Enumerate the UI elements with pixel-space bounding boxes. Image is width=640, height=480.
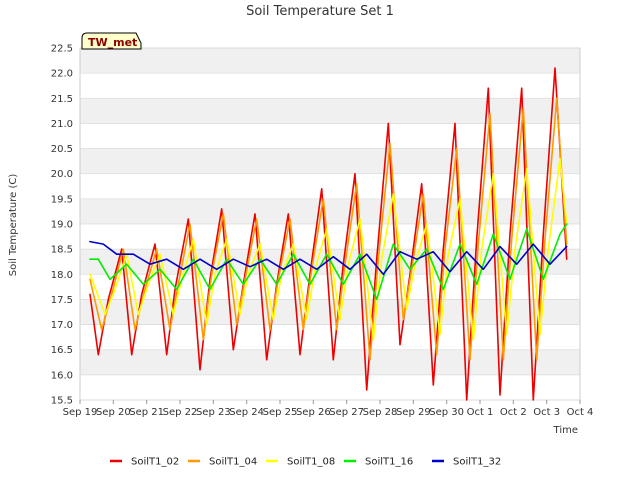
x-tick-label: Sep 19 (63, 407, 98, 418)
x-tick-label: Sep 30 (429, 407, 464, 418)
y-tick-label: 15.5 (51, 396, 73, 407)
x-tick-label: Sep 25 (263, 407, 298, 418)
x-tick-label: Oct 4 (567, 407, 594, 418)
y-tick-label: 22.5 (51, 44, 73, 55)
series-line-soilt1-02 (89, 67, 568, 401)
y-axis-title: Soil Temperature (C) (8, 174, 19, 277)
plot-band (80, 349, 580, 375)
y-tick-label: 16.0 (51, 370, 73, 381)
legend-label: SoilT1_08 (287, 457, 335, 468)
badge-shape (81, 32, 142, 50)
series-line-soilt1-08 (89, 157, 568, 341)
y-tick-label: 18.5 (51, 245, 73, 256)
x-tick-label: Oct 1 (467, 407, 494, 418)
x-tick-label: Sep 24 (229, 407, 264, 418)
x-tick-label: Sep 22 (163, 407, 198, 418)
plot-band (80, 148, 580, 174)
series-line-soilt1-04 (89, 97, 568, 361)
y-tick-label: 17.0 (51, 320, 73, 331)
x-tick-label: Sep 26 (296, 407, 331, 418)
legend-label: SoilT1_02 (131, 457, 179, 468)
series-lines (89, 67, 568, 401)
x-axis-title: Time (553, 425, 578, 436)
legend: SoilT1_02 SoilT1_04 SoilT1_08 SoilT1_16 Soil… (110, 457, 501, 468)
y-tick-label: 21.5 (51, 94, 73, 105)
plot-band (80, 98, 580, 124)
badge-label: TW_met (88, 36, 137, 49)
y-tick-labels: 15.5 16.0 16.5 17.0 17.5 18.0 18.5 19.0 19.5 20.0… (51, 44, 73, 407)
y-tick-label: 20.0 (51, 169, 73, 180)
tw-met-badge: TW_met (81, 32, 142, 50)
y-tick-label: 19.5 (51, 194, 73, 205)
chart-title: Soil Temperature Set 1 (246, 4, 394, 19)
series-line-soilt1-32 (89, 240, 568, 276)
x-tick-label: Sep 29 (396, 407, 431, 418)
y-tick-label: 16.5 (51, 345, 73, 356)
x-tick-label: Sep 27 (329, 407, 364, 418)
series-line-soilt1-16 (89, 223, 568, 301)
x-tick-label: Sep 28 (363, 407, 398, 418)
x-tick-label: Sep 21 (129, 407, 164, 418)
x-tick-label: Sep 20 (96, 407, 131, 418)
y-tick-label: 17.5 (51, 295, 73, 306)
y-tick-label: 19.0 (51, 220, 73, 231)
y-tick-label: 21.0 (51, 119, 73, 130)
legend-label: SoilT1_16 (365, 457, 413, 468)
legend-label: SoilT1_04 (209, 457, 257, 468)
y-tick-label: 20.5 (51, 144, 73, 155)
x-tick-label: Sep 23 (196, 407, 231, 418)
legend-label: SoilT1_32 (453, 457, 501, 468)
y-tick-label: 18.0 (51, 270, 73, 281)
y-tick-label: 22.0 (51, 69, 73, 80)
plot-band (80, 198, 580, 224)
x-tick-label: Oct 2 (500, 407, 527, 418)
x-tick-label: Oct 3 (533, 407, 560, 418)
plot-band (80, 48, 580, 74)
